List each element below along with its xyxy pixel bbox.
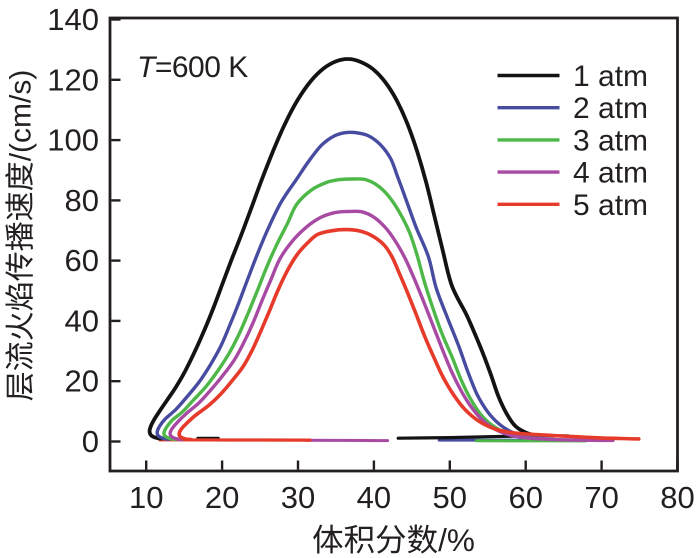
svg-text:60: 60 bbox=[65, 243, 99, 278]
svg-text:80: 80 bbox=[65, 183, 99, 218]
svg-text:/(cm/s): /(cm/s) bbox=[5, 70, 38, 162]
svg-text:140: 140 bbox=[47, 2, 99, 37]
svg-text:20: 20 bbox=[65, 364, 99, 399]
svg-text:60: 60 bbox=[508, 480, 542, 515]
svg-text:4 atm: 4 atm bbox=[573, 157, 648, 190]
svg-text:1 atm: 1 atm bbox=[573, 60, 648, 93]
svg-text:0: 0 bbox=[82, 424, 99, 459]
svg-text:100: 100 bbox=[47, 123, 99, 158]
svg-text:T=600 K: T=600 K bbox=[137, 51, 248, 84]
svg-text:3 atm: 3 atm bbox=[573, 124, 648, 157]
svg-text:50: 50 bbox=[433, 480, 467, 515]
svg-text:20: 20 bbox=[205, 480, 239, 515]
svg-text:2 atm: 2 atm bbox=[573, 92, 648, 125]
svg-text:120: 120 bbox=[47, 62, 99, 97]
svg-text:40: 40 bbox=[65, 303, 99, 338]
svg-text:40: 40 bbox=[357, 480, 391, 515]
svg-text:/%: /% bbox=[438, 522, 475, 558]
svg-text:30: 30 bbox=[281, 480, 315, 515]
svg-text:10: 10 bbox=[129, 480, 163, 515]
svg-text:80: 80 bbox=[660, 480, 694, 515]
svg-text:70: 70 bbox=[584, 480, 618, 515]
svg-text:5 atm: 5 atm bbox=[573, 189, 648, 222]
